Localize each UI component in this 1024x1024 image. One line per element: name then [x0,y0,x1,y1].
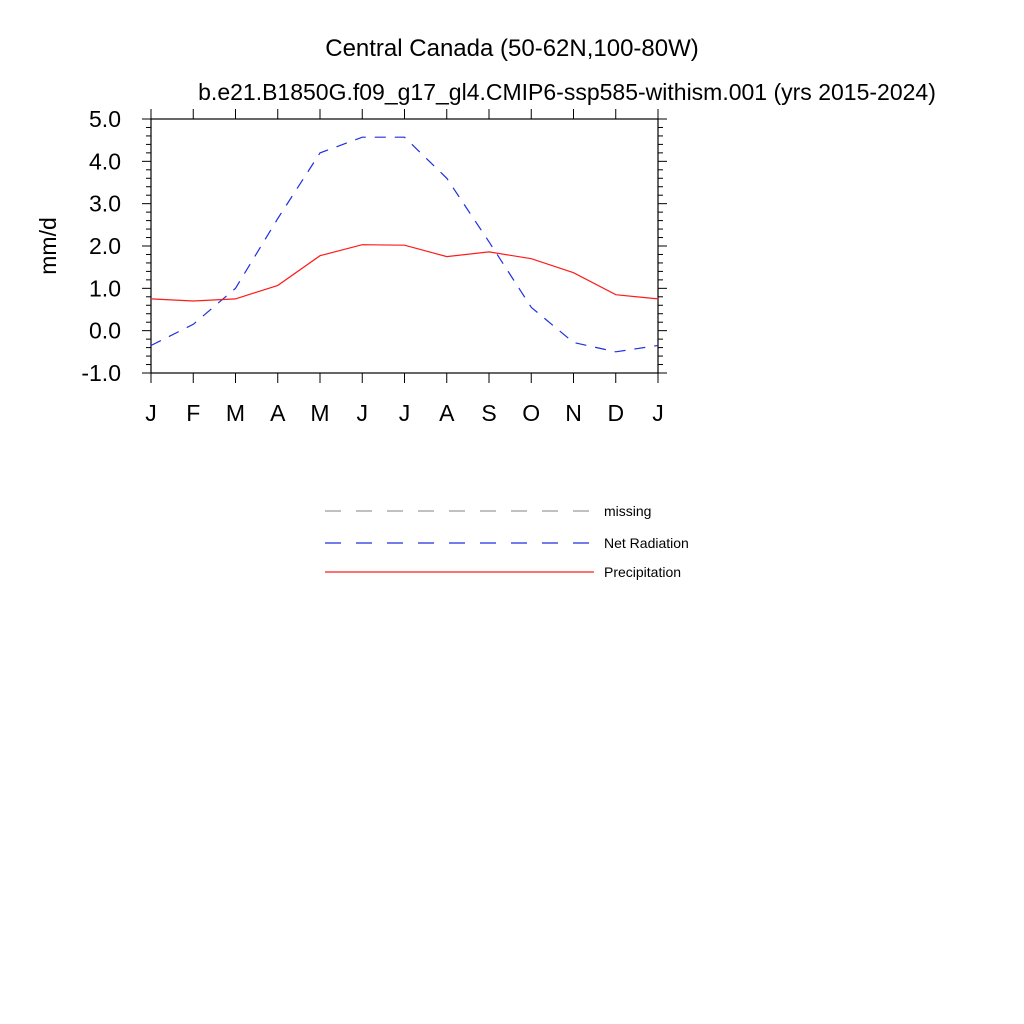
y-axis-label: mm/d [35,217,61,275]
y-tick-label: 4.0 [89,148,121,174]
y-tick-label: 1.0 [89,275,121,301]
x-tick-label: N [565,400,582,426]
x-tick-label: J [652,400,664,426]
y-tick-label: 3.0 [89,191,121,217]
y-tick-label: 2.0 [89,233,121,259]
series-line-net-radiation [150,136,659,353]
legend-label: Precipitation [604,564,681,580]
plot-area: 5.04.03.02.01.00.0-1.0J F M A M J J A S O N D J [81,106,667,426]
y-tick-label: -1.0 [81,360,121,386]
x-tick-label: F [186,400,200,426]
series-line-precipitation [150,244,659,302]
x-tick-label: O [522,400,540,426]
x-tick-label: J [357,400,369,426]
x-tick-label: A [270,400,286,426]
x-tick-label: J [399,400,411,426]
plot-frame [150,118,659,374]
chart-subtitle: b.e21.B1850G.f09_g17_gl4.CMIP6-ssp585-wi… [198,79,936,105]
x-tick-label: A [439,400,455,426]
y-tick-label: 5.0 [89,106,121,132]
legend-label: Net Radiation [604,535,689,551]
legend-label: missing [604,503,651,519]
x-tick-label: D [607,400,624,426]
chart-title: Central Canada (50-62N,100-80W) [325,35,699,62]
x-tick-label: M [226,400,245,426]
x-tick-label: J [145,400,157,426]
x-tick-label: S [481,400,496,426]
y-tick-label: 0.0 [89,318,121,344]
x-tick-label: M [310,400,329,426]
legend: missing Net Radiation Precipitation [325,503,689,580]
